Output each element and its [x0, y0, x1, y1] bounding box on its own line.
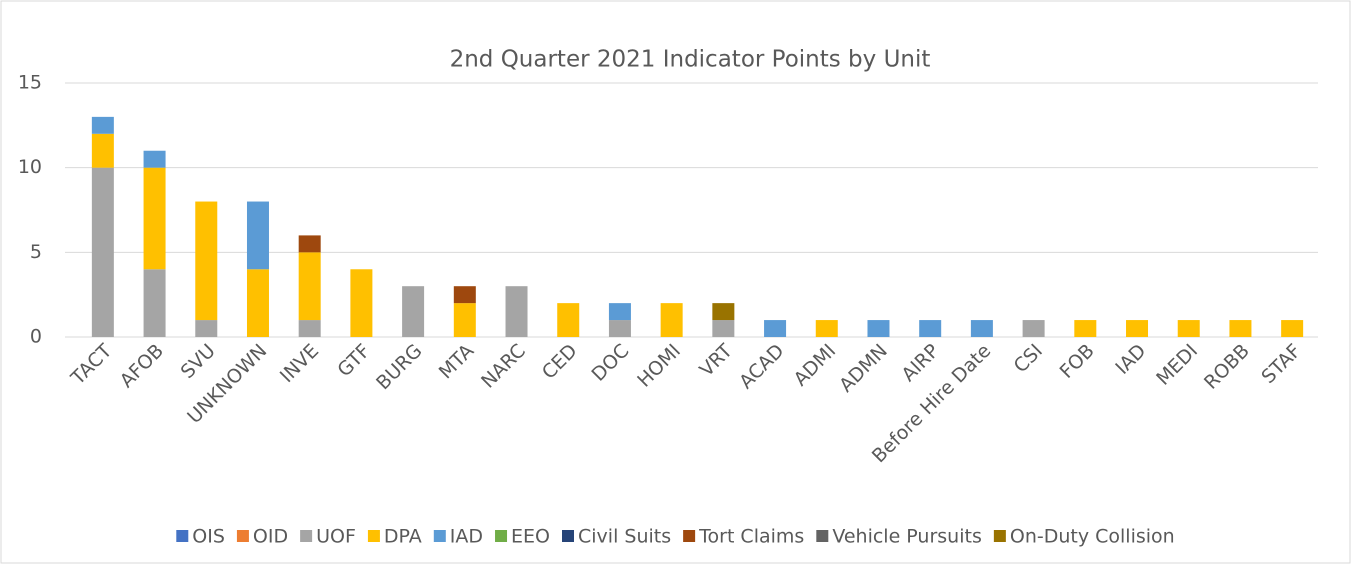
- bar-segment: [712, 320, 735, 337]
- bar-segment: [298, 235, 321, 253]
- y-tick-label: 0: [30, 326, 42, 348]
- bar-segment: [246, 201, 269, 270]
- bar-segment: [350, 269, 373, 337]
- bar-segment: [712, 303, 735, 321]
- legend-swatch: [816, 530, 829, 542]
- bar-segment: [91, 133, 114, 168]
- bar-segment: [764, 320, 787, 337]
- bar-segment: [453, 303, 476, 337]
- legend-label: IAD: [450, 526, 483, 548]
- legend-label: UOF: [316, 526, 356, 548]
- bar-segment: [402, 286, 425, 337]
- bar-segment: [1126, 320, 1149, 337]
- bar-segment: [298, 320, 321, 337]
- y-tick-label: 15: [18, 72, 42, 94]
- legend-swatch: [236, 530, 249, 542]
- bar-segment: [608, 320, 631, 337]
- bar-segment: [246, 269, 269, 337]
- bar-segment: [1229, 320, 1252, 337]
- bar-segment: [1074, 320, 1097, 337]
- legend-swatch: [562, 530, 574, 542]
- bar-segment: [195, 320, 218, 337]
- legend-label: OID: [253, 526, 288, 548]
- legend-label: OIS: [192, 526, 225, 548]
- bar-segment: [298, 252, 321, 321]
- bar-segment: [195, 201, 218, 321]
- legend-swatch: [495, 530, 508, 542]
- bar-segment: [143, 167, 166, 270]
- bar-segment: [660, 303, 683, 337]
- legend-label: Tort Claims: [698, 526, 804, 548]
- bar-segment: [1022, 320, 1045, 337]
- bar-segment: [608, 303, 631, 321]
- legend-label: On-Duty Collision: [1010, 526, 1175, 548]
- legend-swatch: [300, 530, 313, 542]
- bar-segment: [453, 286, 476, 304]
- bar-segment: [91, 116, 114, 134]
- bar-segment: [1281, 320, 1304, 337]
- legend-swatch: [683, 530, 696, 542]
- legend-label: Civil Suits: [578, 526, 671, 548]
- bar-segment: [143, 269, 166, 337]
- legend-label: Vehicle Pursuits: [832, 526, 982, 548]
- y-tick-label: 10: [18, 156, 42, 178]
- legend-swatch: [176, 530, 189, 542]
- bar-segment: [1177, 320, 1200, 337]
- chart-title: 2nd Quarter 2021 Indicator Points by Uni…: [450, 47, 931, 73]
- bar-segment: [867, 320, 890, 337]
- legend-swatch: [993, 530, 1006, 542]
- legend-label: EEO: [511, 526, 550, 548]
- legend-swatch: [367, 530, 380, 542]
- bar-segment: [970, 320, 993, 337]
- bar-segment: [815, 320, 838, 337]
- legend-swatch: [433, 530, 446, 542]
- legend-label: DPA: [384, 526, 422, 548]
- bar-segment: [919, 320, 942, 337]
- bar-segment: [505, 286, 528, 337]
- bar-segment: [91, 167, 114, 337]
- y-tick-label: 5: [30, 241, 42, 263]
- bar-segment: [557, 303, 580, 337]
- bar-segment: [143, 150, 166, 168]
